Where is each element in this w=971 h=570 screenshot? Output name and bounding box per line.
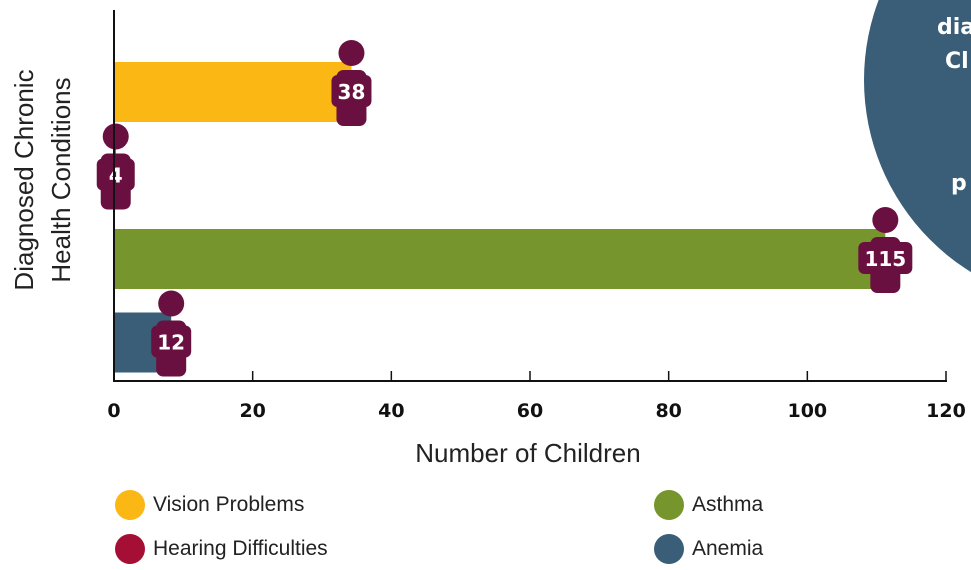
callout-line-3: p: [951, 171, 967, 196]
data-label-vision-problems: 38: [338, 80, 366, 104]
data-label-asthma: 115: [864, 247, 906, 271]
x-tick-label-0: 0: [107, 400, 120, 422]
badge-head: [338, 40, 365, 66]
legend-label-hearing: Hearing Difficulties: [153, 537, 328, 560]
badge-tag: [96, 158, 135, 191]
badge-tag: [858, 242, 913, 274]
bars-group: [114, 62, 886, 373]
badges-group: 38 4 115 12: [96, 40, 913, 377]
corner-callout: dia Cl p: [864, 0, 971, 273]
x-axis-title: Number of Children: [415, 438, 640, 468]
x-tick-label-120: 120: [926, 400, 966, 422]
x-tick-label-100: 100: [787, 400, 827, 422]
legend-swatch-anemia: [654, 534, 684, 564]
value-badge-vision-problems: 38: [331, 40, 372, 126]
x-tick-label-80: 80: [655, 400, 681, 422]
x-tick-label-20: 20: [239, 400, 265, 422]
data-label-hearing-difficulties: 4: [109, 164, 123, 188]
legend-item-vision: Vision Problems: [115, 490, 304, 520]
badge-head: [872, 207, 899, 233]
y-axis-title-line-1: Diagnosed Chronic: [9, 69, 39, 290]
legend-item-anemia: Anemia: [654, 534, 763, 564]
callout-line-1: dia: [937, 15, 971, 40]
callout-line-2: Cl: [945, 49, 969, 74]
data-label-anemia: 12: [157, 331, 185, 355]
value-badge-hearing-difficulties: 4: [96, 123, 135, 210]
badge-head: [102, 123, 129, 150]
bar-asthma: [114, 229, 886, 289]
legend-label-asthma: Asthma: [692, 493, 764, 516]
x-ticks-group: 0 20 40 60 80 100 120: [107, 371, 966, 422]
badge-tag: [331, 75, 372, 107]
legend: Vision Problems Hearing Difficulties Ast…: [115, 490, 815, 570]
value-badge-anemia: 12: [151, 290, 192, 377]
badge-head: [158, 290, 185, 317]
legend-swatch-asthma: [654, 490, 684, 520]
legend-item-asthma: Asthma: [654, 490, 763, 520]
value-badge-asthma: 115: [858, 207, 913, 293]
bar-vision-problems: [114, 62, 352, 122]
legend-swatch-hearing: [115, 534, 145, 564]
legend-label-vision: Vision Problems: [153, 493, 305, 516]
legend-item-hearing: Hearing Difficulties: [115, 534, 328, 564]
x-tick-label-60: 60: [517, 400, 543, 422]
legend-label-anemia: Anemia: [692, 537, 764, 560]
badge-tag: [151, 325, 192, 358]
y-axis-title-line-2: Health Conditions: [46, 77, 76, 282]
x-tick-label-40: 40: [378, 400, 404, 422]
legend-swatch-vision: [115, 490, 145, 520]
callout-circle: [864, 0, 971, 273]
